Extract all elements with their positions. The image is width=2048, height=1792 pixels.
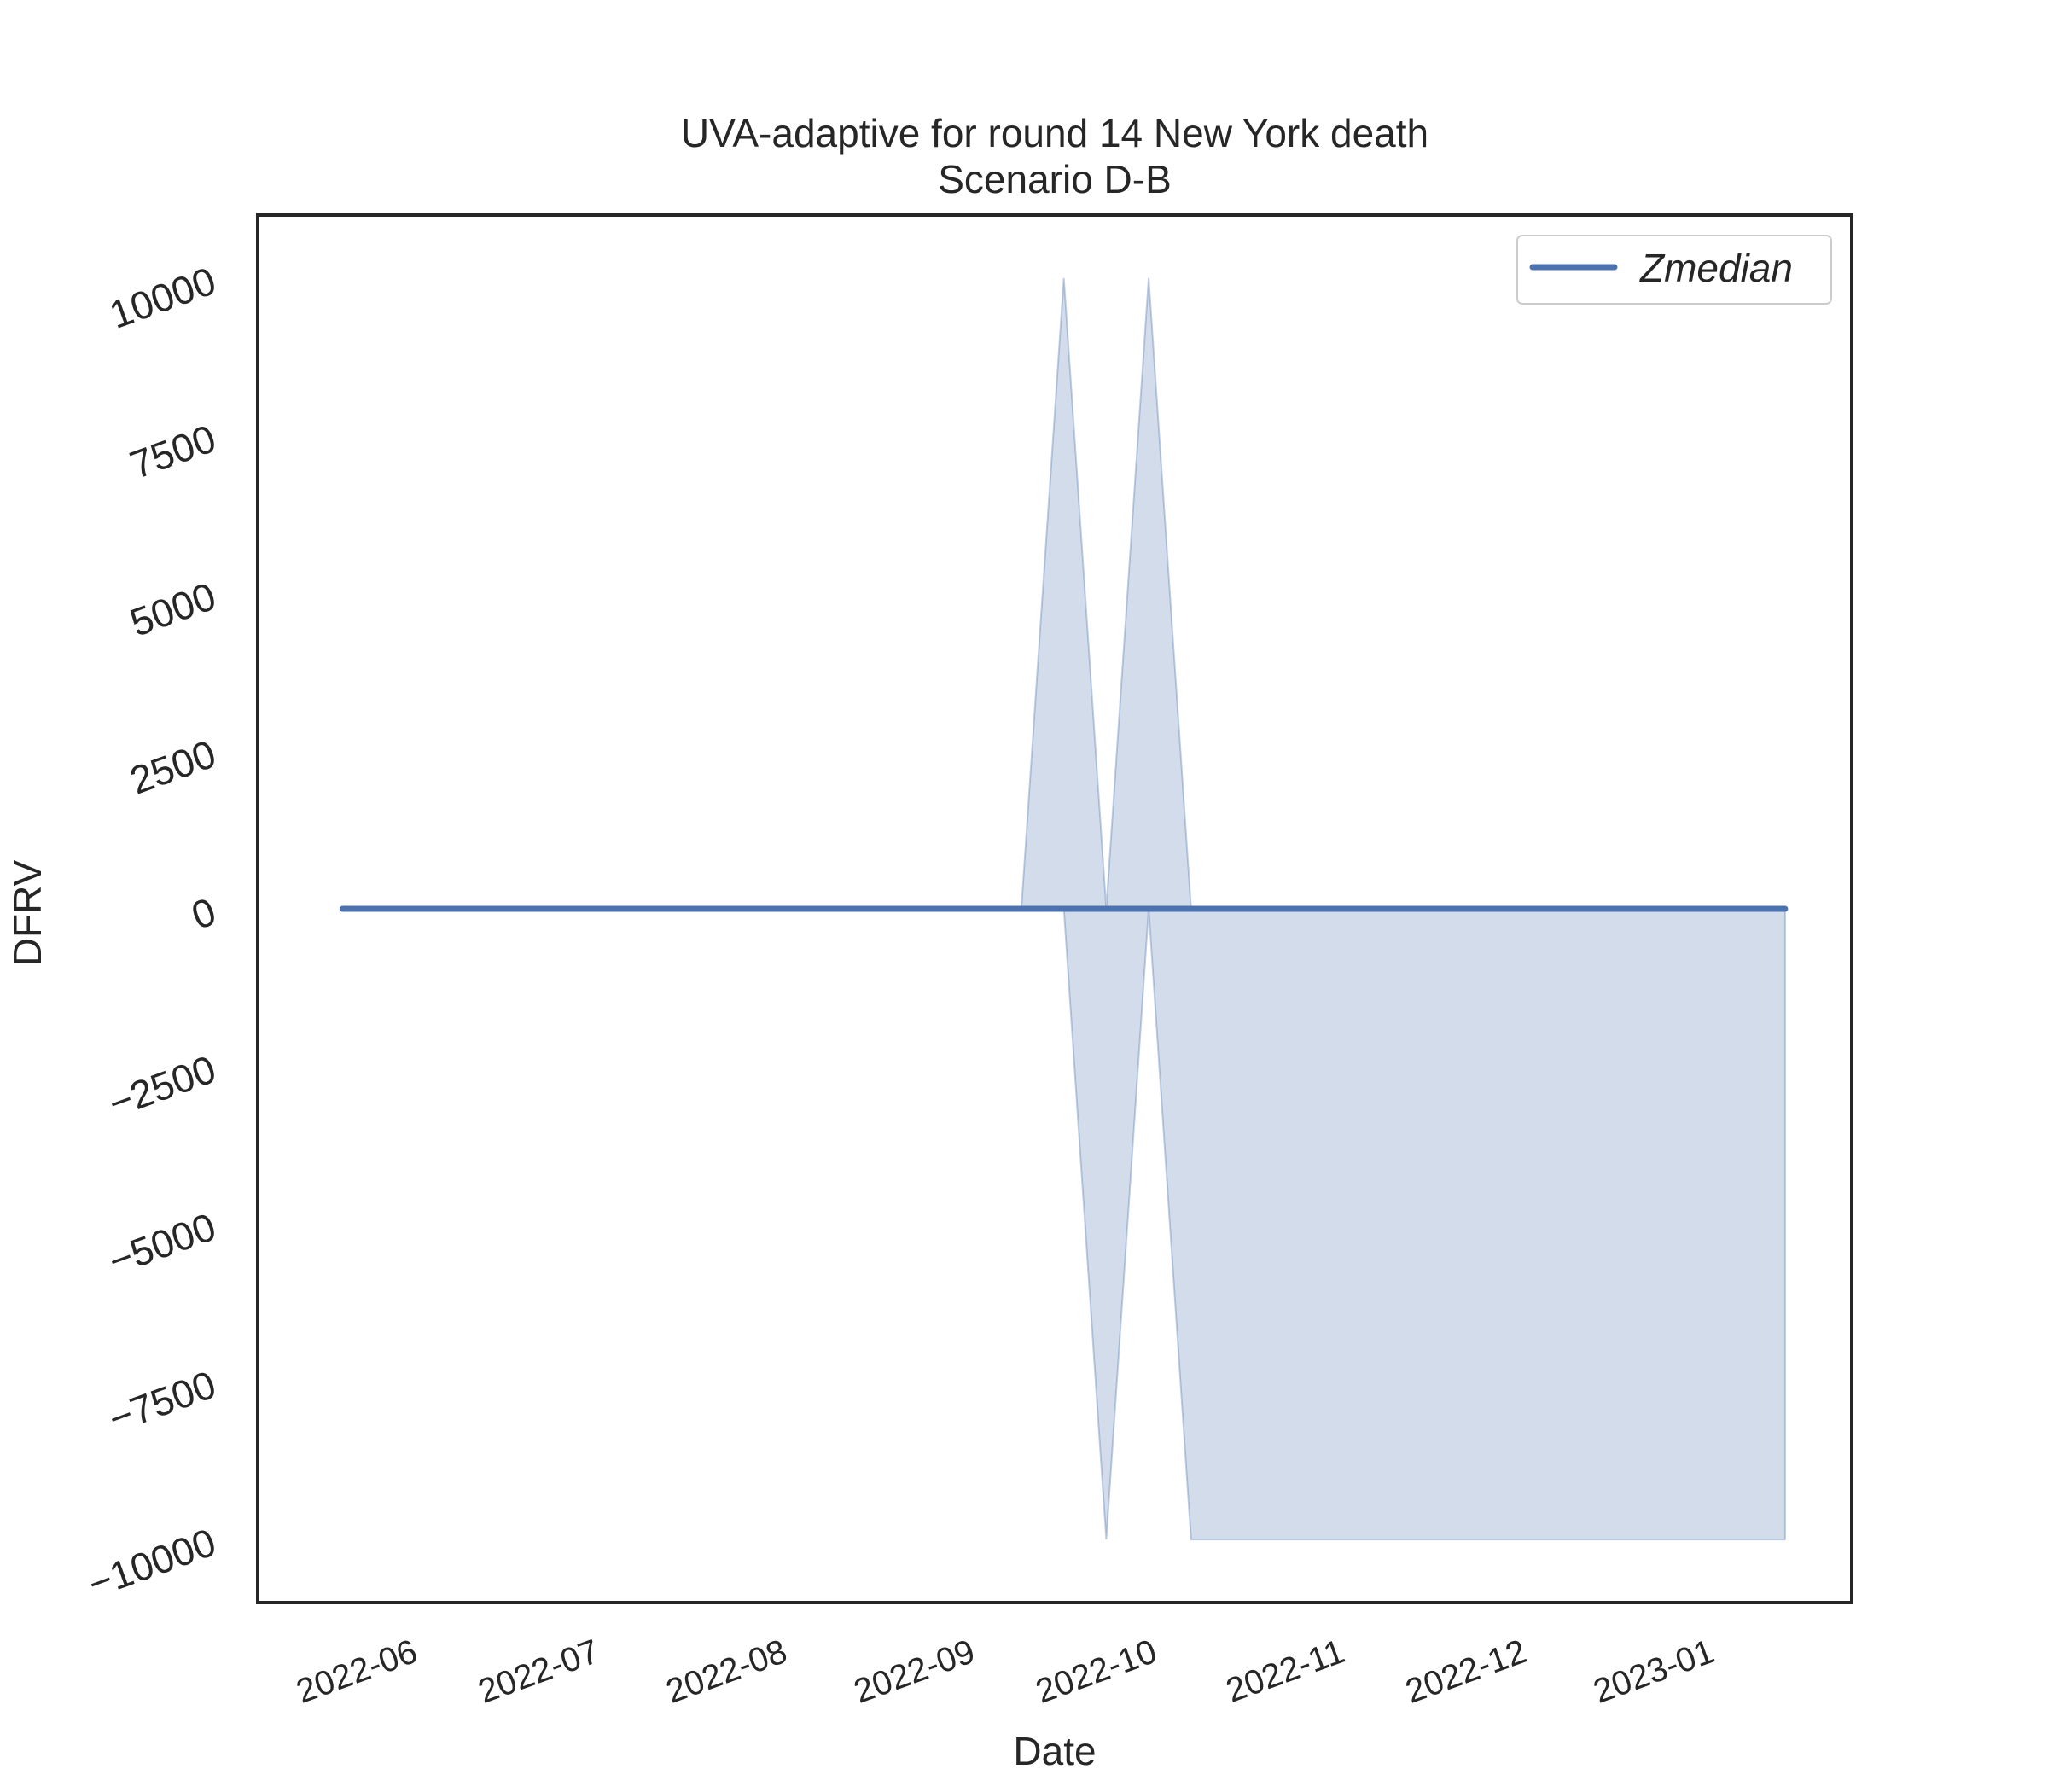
legend: Zmedian bbox=[1516, 235, 1832, 305]
y-tick-label: 5000 bbox=[124, 573, 221, 645]
x-tick-label: 2022-06 bbox=[292, 1632, 422, 1711]
x-tick-label: 2022-08 bbox=[661, 1632, 792, 1711]
y-tick-label: −2500 bbox=[102, 1046, 221, 1126]
y-tick-label: 10000 bbox=[103, 258, 221, 337]
chart-title: UVA-adaptive for round 14 New York death bbox=[681, 111, 1428, 155]
x-tick-label: 2022-07 bbox=[474, 1632, 604, 1711]
y-tick-label: 2500 bbox=[124, 731, 221, 803]
x-tick-label: 2022-11 bbox=[1221, 1632, 1349, 1710]
legend-box bbox=[1516, 235, 1832, 305]
legend-label: Zmedian bbox=[1639, 246, 1793, 290]
y-tick-label: 7500 bbox=[124, 416, 221, 487]
y-axis: −10000 −7500 −5000 −2500 0 2500 5000 7500 10000 bbox=[82, 258, 221, 1606]
y-tick-label: −10000 bbox=[82, 1520, 221, 1607]
y-axis-label: DFRV bbox=[5, 859, 49, 966]
x-tick-label: 2022-10 bbox=[1031, 1632, 1161, 1711]
y-tick-label: −7500 bbox=[102, 1362, 221, 1441]
plot-frame bbox=[256, 213, 1853, 1604]
chart-subtitle: Scenario D-B bbox=[938, 157, 1172, 201]
plot-area bbox=[339, 277, 1789, 1541]
x-tick-label: 2022-12 bbox=[1400, 1632, 1531, 1711]
x-tick-label: 2022-09 bbox=[849, 1632, 980, 1711]
y-tick-label: −5000 bbox=[102, 1204, 221, 1283]
x-axis: 2022-06 2022-07 2022-08 2022-09 2022-10 2022-… bbox=[292, 1632, 1719, 1711]
x-tick-label: 2023-01 bbox=[1589, 1632, 1719, 1711]
x-axis-label: Date bbox=[1013, 1729, 1096, 1773]
y-tick-label: 0 bbox=[186, 889, 222, 939]
